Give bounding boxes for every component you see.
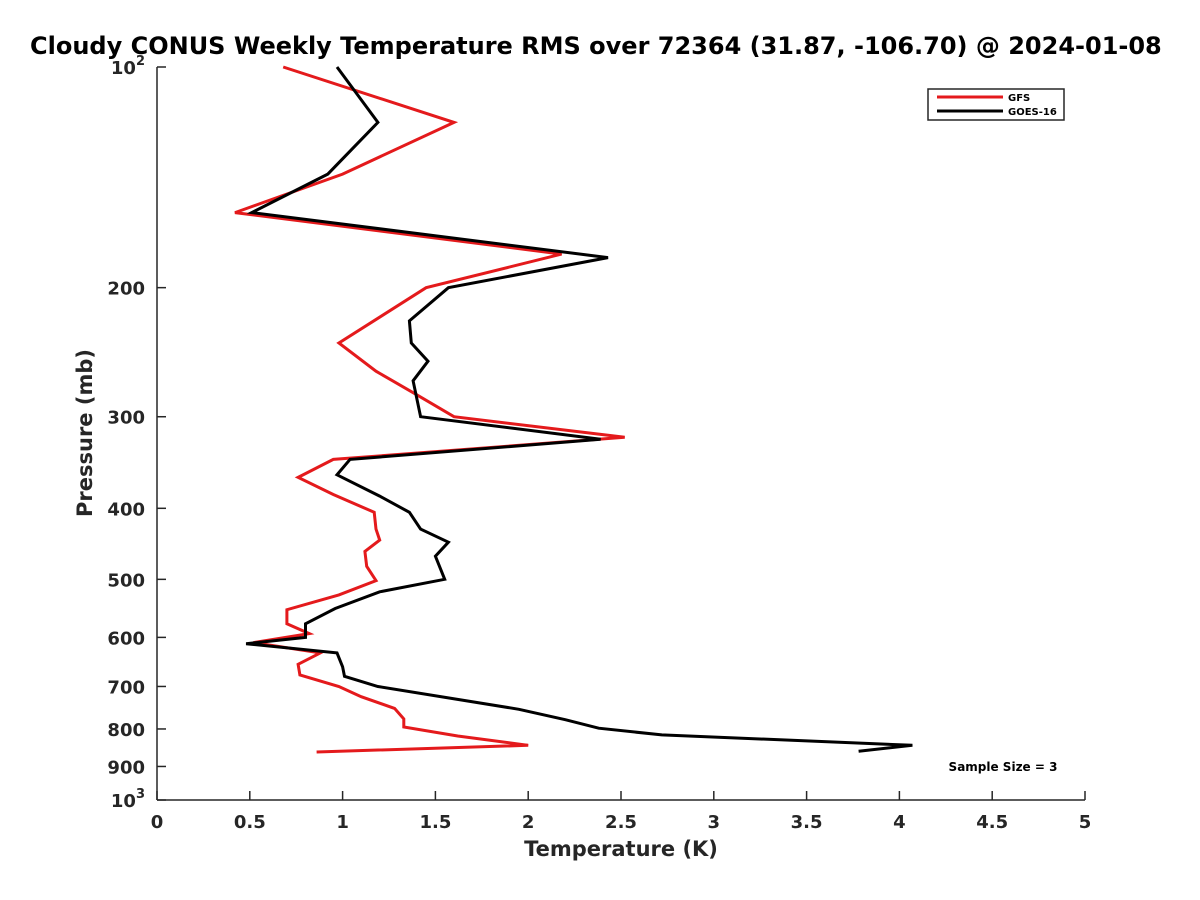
y-tick-label: 700 [107, 677, 145, 698]
legend-label: GFS [1008, 93, 1030, 104]
y-tick-label: 200 [107, 279, 145, 300]
x-tick-label: 0 [151, 812, 164, 833]
x-tick-label: 0.5 [234, 812, 266, 833]
x-tick-label: 2.5 [605, 812, 637, 833]
x-tick-label: 1.5 [419, 812, 451, 833]
x-tick-label: 5 [1079, 812, 1092, 833]
sample-size-annotation: Sample Size = 3 [949, 760, 1058, 774]
legend-label: GOES-16 [1008, 107, 1057, 118]
y-axis-label: Pressure (mb) [73, 349, 97, 517]
legend: GFS GOES-16 [927, 88, 1065, 121]
x-tick-label: 3.5 [791, 812, 823, 833]
y-tick-label: 600 [107, 628, 145, 649]
legend-box [927, 88, 1065, 121]
y-tick-label: 103 [111, 787, 145, 812]
x-tick-label: 4.5 [976, 812, 1008, 833]
series-line-0 [234, 65, 625, 754]
y-tick-label: 800 [107, 720, 145, 741]
x-tick-label: 1 [336, 812, 349, 833]
x-tick-label: 4 [893, 812, 906, 833]
x-tick-label: 3 [708, 812, 721, 833]
x-axis-label: Temperature (K) [524, 837, 718, 861]
chart-title: Cloudy CONUS Weekly Temperature RMS over… [30, 32, 1162, 60]
y-tick-label: 500 [107, 570, 145, 591]
x-tick-label: 2 [522, 812, 535, 833]
series-line-1 [245, 66, 913, 753]
y-tick-label: 300 [107, 408, 145, 429]
y-tick-label: 102 [111, 54, 145, 79]
y-tick-label: 400 [107, 499, 145, 520]
y-tick-label: 900 [107, 757, 145, 778]
plot-area: 0 0.5 1 1.5 2 2.5 3 3.5 4 4.5 5 102 200 300 400 500 600 7… [107, 54, 1091, 833]
